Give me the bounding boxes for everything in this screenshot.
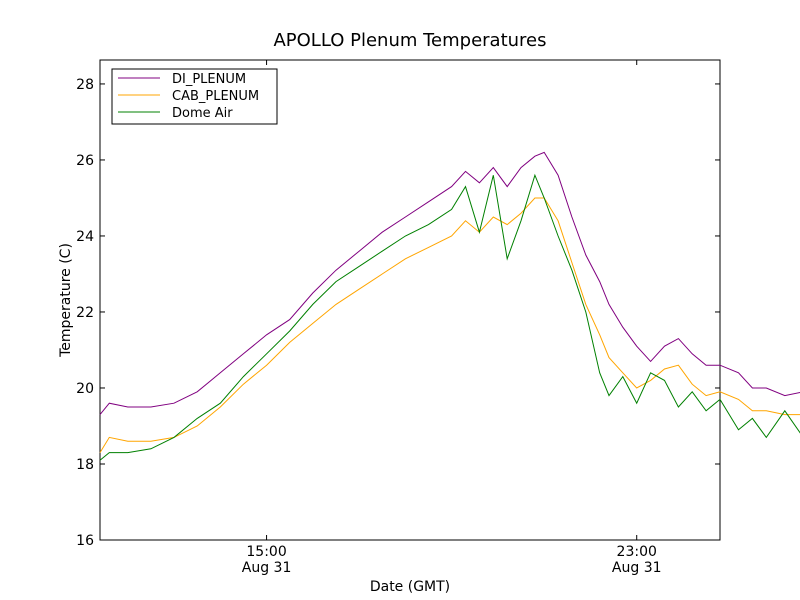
y-axis-ticks: 16 18 20 22 24 26 28	[76, 77, 720, 549]
x-tick-label-date: Aug 31	[242, 560, 292, 576]
y-tick-label: 16	[76, 533, 94, 549]
y-axis-label: Temperature (C)	[58, 243, 74, 358]
y-tick-label: 20	[76, 381, 94, 397]
legend-label-di-plenum: DI_PLENUM	[172, 72, 246, 87]
legend: DI_PLENUM CAB_PLENUM Dome Air	[111, 68, 278, 125]
series-layer	[99, 151, 800, 461]
series-line-di-plenum	[99, 151, 800, 415]
x-axis-label: Date (GMT)	[370, 579, 450, 595]
series-line-dome-air	[99, 173, 800, 461]
legend-label-dome-air: Dome Air	[172, 106, 233, 121]
y-tick-label: 18	[76, 457, 94, 473]
series-line-cab-plenum	[99, 197, 800, 453]
x-tick-label-time: 15:00	[246, 544, 286, 560]
y-tick-label: 28	[76, 77, 94, 93]
y-tick-label: 22	[76, 305, 94, 321]
x-tick-label-time: 23:00	[617, 544, 657, 560]
legend-label-cab-plenum: CAB_PLENUM	[172, 89, 259, 104]
plot-area	[99, 59, 721, 541]
y-tick-label: 24	[76, 229, 94, 245]
x-tick-label-date: Aug 31	[612, 560, 662, 576]
y-tick-label: 26	[76, 153, 94, 169]
chart-title: APOLLO Plenum Temperatures	[273, 30, 546, 51]
